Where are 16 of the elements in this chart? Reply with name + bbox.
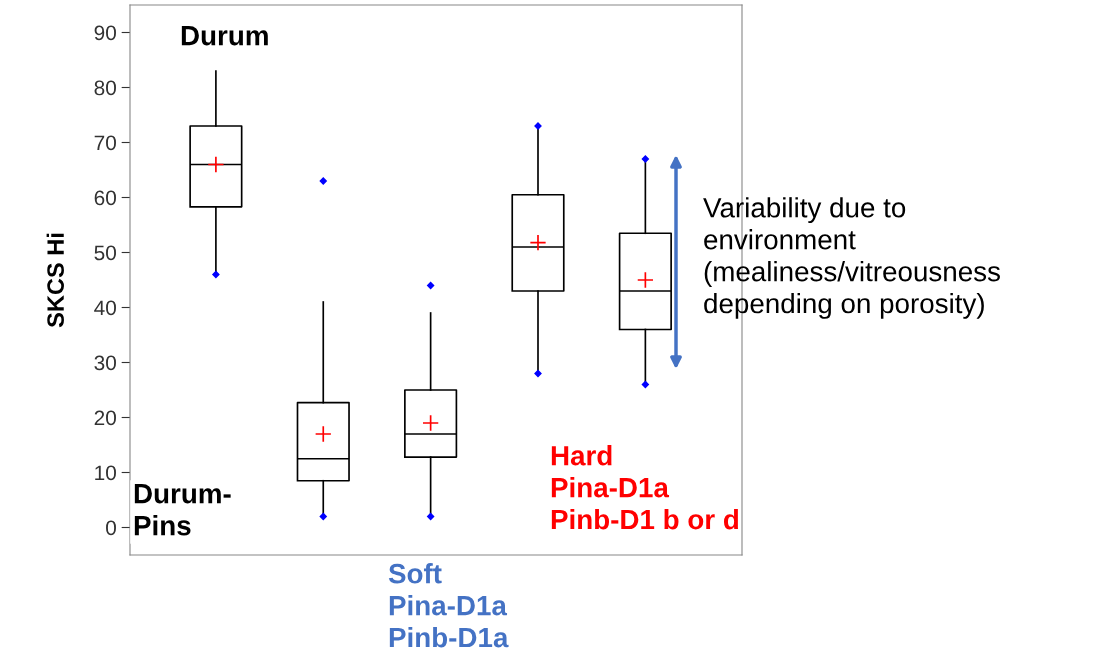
y-tick-label: 30 [94,355,116,371]
y-tick-label: 60 [94,190,116,206]
y-tick-label: 40 [94,300,116,316]
annotation: Durum- Pins [134,484,231,536]
y-tick-label: 10 [95,465,116,481]
y-tick-label: 20 [94,410,116,426]
y-axis-title: SKCS Hi [46,233,64,328]
y-tick-label: 80 [94,80,116,96]
text: Soft Pina-D1a Pinb-D1a [388,563,509,648]
y-tick-label: 0 [106,520,116,536]
annotation: Variability due to environment (mealiness/vitreousness depending on porosity) [703,197,1000,319]
annotation: Hard Pina-D1a Pinb-D1 b or d [551,445,738,530]
y-tick-label: 90 [94,25,116,41]
y-tick-label: 50 [94,245,116,261]
annotation: Durum [181,26,268,46]
y-tick-label: 70 [94,135,116,151]
